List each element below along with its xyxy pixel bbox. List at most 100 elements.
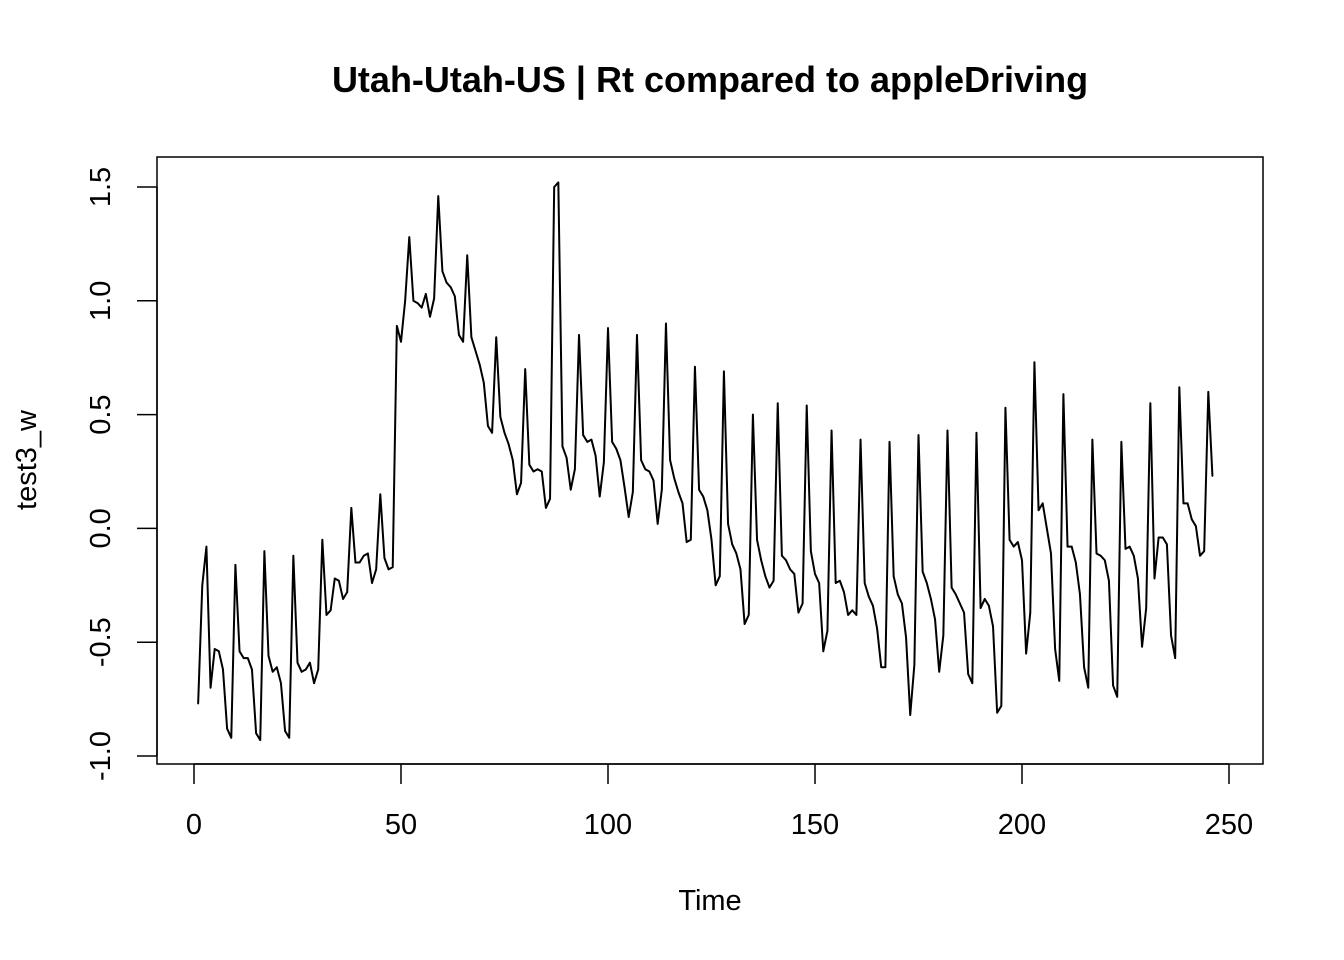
data-point: [1083, 666, 1085, 669]
data-point: [598, 495, 601, 498]
data-point: [1137, 577, 1139, 580]
data-point: [1203, 550, 1205, 552]
data-point: [449, 286, 452, 288]
data-point: [661, 488, 663, 491]
data-point: [358, 561, 361, 564]
data-point: [354, 561, 357, 564]
data-point: [992, 625, 994, 628]
data-point: [400, 340, 402, 343]
data-point: [822, 650, 825, 653]
y-tick-label: -0.5: [85, 617, 117, 667]
data-point: [218, 650, 220, 653]
data-point: [532, 470, 535, 473]
y-tick-label: 1.5: [85, 167, 117, 207]
data-point: [454, 295, 456, 298]
data-point: [892, 575, 895, 577]
data-point: [925, 582, 928, 584]
data-point: [528, 463, 531, 466]
data-point: [772, 579, 775, 582]
x-tick-label: 200: [998, 809, 1046, 841]
data-point: [247, 657, 249, 659]
data-point: [1017, 541, 1019, 543]
data-point: [321, 538, 324, 541]
data-point: [458, 334, 460, 336]
data-point: [1149, 402, 1152, 405]
data-point: [814, 573, 816, 575]
data-point: [743, 623, 746, 625]
data-point: [747, 614, 750, 616]
data-point: [963, 611, 965, 614]
data-point: [1190, 518, 1193, 521]
data-point: [652, 479, 655, 482]
data-point: [197, 702, 199, 705]
data-point: [280, 682, 282, 684]
data-point: [379, 493, 382, 496]
data-point: [983, 598, 986, 600]
data-point: [830, 429, 833, 432]
x-tick-label: 250: [1205, 809, 1253, 841]
data-point: [420, 306, 423, 309]
data-point: [909, 714, 912, 716]
y-tick-label: 0.0: [85, 508, 117, 548]
data-point: [483, 381, 485, 384]
data-point: [764, 575, 767, 577]
data-point: [1199, 554, 1201, 557]
data-point: [789, 568, 791, 571]
data-point: [690, 538, 692, 541]
data-point: [524, 368, 526, 370]
data-point: [905, 636, 907, 639]
data-point: [988, 604, 990, 607]
data-point: [797, 611, 800, 614]
x-tick-label: 50: [385, 809, 417, 841]
data-point: [342, 598, 344, 600]
data-point: [901, 602, 903, 605]
data-point: [396, 325, 398, 327]
data-point: [859, 438, 862, 441]
data-point: [702, 495, 705, 498]
data-point: [801, 602, 804, 605]
data-point: [1004, 406, 1007, 409]
data-point: [868, 595, 870, 598]
data-point: [884, 666, 887, 669]
data-point: [768, 586, 771, 589]
data-point: [288, 736, 291, 739]
y-tick-label: -1.0: [85, 731, 117, 781]
data-point: [404, 300, 406, 302]
data-point: [627, 516, 630, 518]
data-point: [1195, 525, 1197, 527]
data-point: [367, 552, 369, 555]
data-point: [242, 657, 245, 659]
data-point: [731, 543, 733, 546]
data-point: [946, 429, 949, 432]
data-point: [913, 664, 916, 666]
data-point: [1161, 536, 1164, 539]
data-point: [673, 477, 676, 480]
data-point: [238, 650, 241, 653]
data-point: [967, 673, 969, 675]
data-point: [810, 550, 812, 552]
data-point: [304, 668, 307, 671]
data-point: [934, 618, 936, 621]
data-point: [594, 454, 597, 457]
data-point: [565, 457, 568, 459]
data-point: [855, 614, 858, 616]
data-point: [694, 366, 696, 368]
data-point: [959, 602, 961, 605]
y-tick-label: 1.0: [85, 281, 117, 321]
data-point: [499, 416, 502, 418]
data-point: [1054, 648, 1056, 650]
x-tick-label: 150: [791, 809, 839, 841]
data-point: [632, 491, 634, 493]
data-point: [644, 468, 647, 471]
data-point: [230, 736, 233, 739]
data-point: [561, 445, 564, 448]
data-point: [1021, 559, 1023, 562]
data-point: [362, 554, 365, 557]
data-point: [383, 557, 386, 559]
data-point: [1099, 554, 1102, 557]
data-point: [942, 634, 945, 637]
data-point: [917, 434, 920, 436]
data-point: [938, 670, 940, 673]
data-point: [516, 493, 518, 496]
